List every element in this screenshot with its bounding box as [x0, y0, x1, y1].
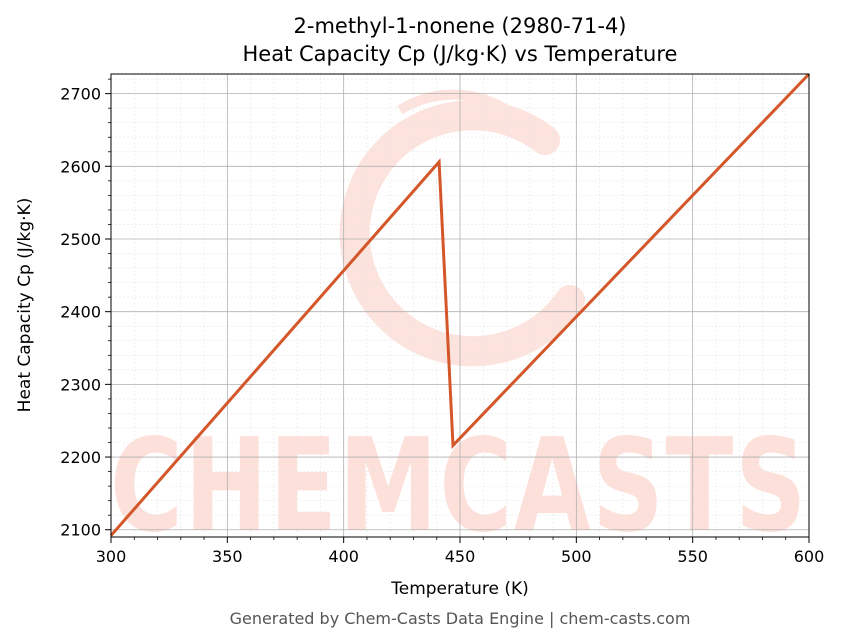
plot-area: CHEMCASTS: [109, 72, 811, 561]
y-tick-label: 2100: [60, 521, 101, 540]
y-axis-label: Heat Capacity Cp (J/kg·K): [15, 198, 35, 413]
y-axis: 2100 2200 2300 2400 2500 2600 2700: [60, 78, 111, 540]
x-tick-label: 400: [328, 547, 359, 566]
y-tick-label: 2600: [60, 157, 101, 176]
y-tick-label: 2200: [60, 448, 101, 467]
x-tick-label: 300: [96, 547, 127, 566]
x-axis-label: Temperature (K): [390, 579, 529, 599]
x-tick-label: 550: [677, 547, 708, 566]
x-tick-label: 600: [794, 547, 825, 566]
series-line: [109, 72, 811, 537]
watermark-text: CHEMCASTS: [110, 412, 808, 561]
y-tick-label: 2500: [60, 230, 101, 249]
y-tick-label: 2300: [60, 375, 101, 394]
y-tick-label: 2700: [60, 85, 101, 104]
chart-subtitle: Heat Capacity Cp (J/kg·K) vs Temperature: [243, 42, 678, 66]
x-tick-label: 450: [445, 547, 476, 566]
chart-title: 2-methyl-1-nonene (2980-71-4): [294, 14, 627, 38]
y-tick-label: 2400: [60, 303, 101, 322]
x-tick-label: 500: [561, 547, 592, 566]
watermark-logo: [339, 89, 585, 367]
series-layer: [109, 72, 811, 537]
x-axis: 300 350 400 450 500 550 600: [96, 537, 825, 566]
x-tick-label: 350: [212, 547, 243, 566]
footer-credit: Generated by Chem-Casts Data Engine | ch…: [230, 609, 691, 628]
